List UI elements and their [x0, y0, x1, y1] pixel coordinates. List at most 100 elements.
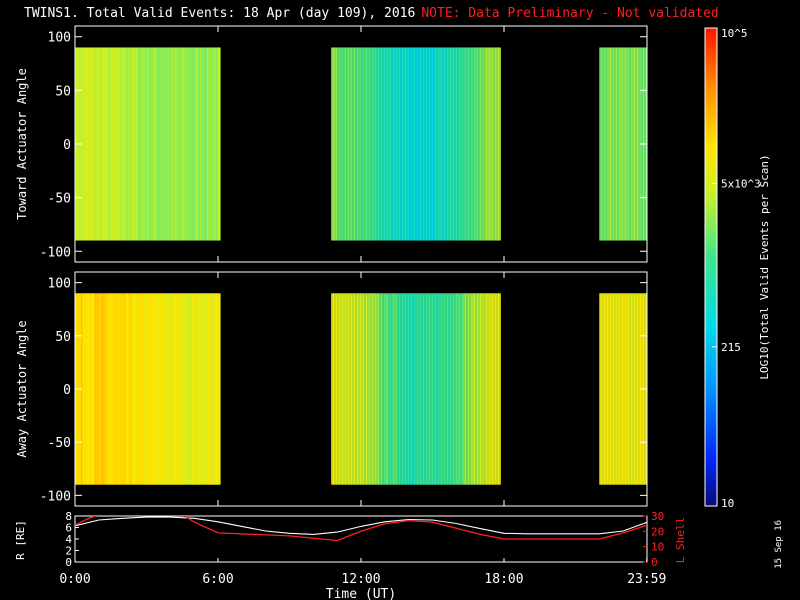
- heatmap-column: [337, 47, 339, 241]
- heatmap-column: [121, 293, 124, 485]
- heatmap-column: [422, 293, 425, 485]
- heatmap-column: [132, 293, 134, 485]
- heatmap-column: [443, 293, 446, 485]
- heatmap-column: [487, 47, 489, 241]
- heatmap-column: [112, 47, 115, 241]
- heatmap-column: [126, 47, 128, 241]
- heatmap-column: [211, 47, 214, 241]
- heatmap-column: [214, 293, 217, 485]
- heatmap-column: [340, 47, 342, 241]
- heatmap-column: [175, 47, 178, 241]
- heatmap-column: [490, 47, 492, 241]
- heatmap-column: [371, 293, 374, 485]
- heatmap-column: [123, 47, 125, 241]
- heatmap-column: [350, 47, 353, 241]
- heatmap-column: [400, 293, 402, 485]
- ytick-label-away: 100: [48, 277, 71, 292]
- heatmap-column: [638, 47, 640, 241]
- heatmap-column: [199, 293, 202, 485]
- heatmap-column: [461, 47, 464, 241]
- heatmap-column: [136, 47, 139, 241]
- heatmap-column: [425, 47, 428, 241]
- heatmap-column: [138, 47, 140, 241]
- heatmap-column: [365, 47, 368, 241]
- heatmap-column: [602, 47, 604, 241]
- heatmap-column: [145, 47, 148, 241]
- heatmap-column: [361, 47, 363, 241]
- heatmap-column: [470, 293, 473, 485]
- heatmap-column: [611, 293, 613, 485]
- heatmap-column: [132, 47, 134, 241]
- orbit-ytick-label: 2: [65, 545, 72, 558]
- heatmap-column: [99, 47, 101, 241]
- heatmap-column: [412, 293, 414, 485]
- heatmap-column: [356, 47, 359, 241]
- heatmap-column: [100, 293, 103, 485]
- heatmap-column: [382, 47, 384, 241]
- heatmap-column: [88, 293, 91, 485]
- heatmap-column: [347, 293, 350, 485]
- heatmap-column: [103, 47, 106, 241]
- heatmap-column: [382, 293, 384, 485]
- heatmap-column: [491, 47, 494, 241]
- orbit-ylabel: R [RE]: [14, 520, 27, 560]
- heatmap-column: [418, 47, 420, 241]
- ytick-label-away: -100: [40, 489, 71, 504]
- heatmap-column: [632, 293, 634, 485]
- heatmap-column: [168, 47, 170, 241]
- heatmap-column: [443, 47, 446, 241]
- heatmap-column: [394, 293, 396, 485]
- xtick-label: 0:00: [59, 572, 90, 587]
- heatmap-column: [609, 47, 612, 241]
- heatmap-column: [341, 47, 344, 241]
- heatmap-column: [430, 293, 432, 485]
- xtick-label: 18:00: [484, 572, 523, 587]
- heatmap-column: [96, 293, 98, 485]
- heatmap-column: [335, 293, 338, 485]
- heatmap-column: [485, 47, 488, 241]
- heatmap-column: [346, 47, 348, 241]
- heatmap-column: [159, 47, 161, 241]
- heatmap-column: [102, 47, 104, 241]
- heatmap-column: [621, 293, 624, 485]
- heatmap-column: [141, 47, 143, 241]
- heatmap-column: [189, 47, 191, 241]
- heatmap-column: [184, 293, 187, 485]
- heatmap-column: [180, 293, 182, 485]
- heatmap-segment-away-1: [331, 293, 501, 485]
- preliminary-note: NOTE: Data Preliminary - Not validated: [421, 6, 719, 21]
- heatmap-column: [153, 47, 155, 241]
- heatmap-column: [202, 47, 205, 241]
- heatmap-column: [475, 293, 477, 485]
- heatmap-column: [111, 293, 113, 485]
- heatmap-column: [379, 47, 381, 241]
- heatmap-column: [174, 47, 176, 241]
- heatmap-column: [99, 293, 101, 485]
- heatmap-column: [499, 47, 501, 241]
- heatmap-column: [84, 293, 86, 485]
- heatmap-column: [82, 293, 85, 485]
- heatmap-column: [388, 293, 390, 485]
- heatmap-column: [192, 47, 194, 241]
- heatmap-column: [85, 47, 88, 241]
- heatmap-column: [108, 47, 110, 241]
- heatmap-column: [636, 47, 639, 241]
- heatmap-column: [406, 47, 408, 241]
- ytick-label-toward: 0: [63, 138, 71, 153]
- heatmap-column: [626, 47, 628, 241]
- heatmap-column: [608, 47, 610, 241]
- heatmap-column: [350, 293, 353, 485]
- heatmap-column: [184, 47, 187, 241]
- heatmap-column: [151, 47, 154, 241]
- heatmap-column: [367, 47, 369, 241]
- heatmap-column: [385, 47, 387, 241]
- heatmap-column: [190, 293, 193, 485]
- colorbar-tick-label: 5x10^3: [721, 177, 761, 190]
- heatmap-column: [159, 293, 161, 485]
- heatmap-column: [334, 293, 336, 485]
- heatmap-column: [487, 293, 489, 485]
- orbit-ytick-label: 8: [65, 510, 72, 523]
- heatmap-column: [380, 293, 383, 485]
- heatmap-column: [478, 293, 480, 485]
- heatmap-column: [201, 293, 203, 485]
